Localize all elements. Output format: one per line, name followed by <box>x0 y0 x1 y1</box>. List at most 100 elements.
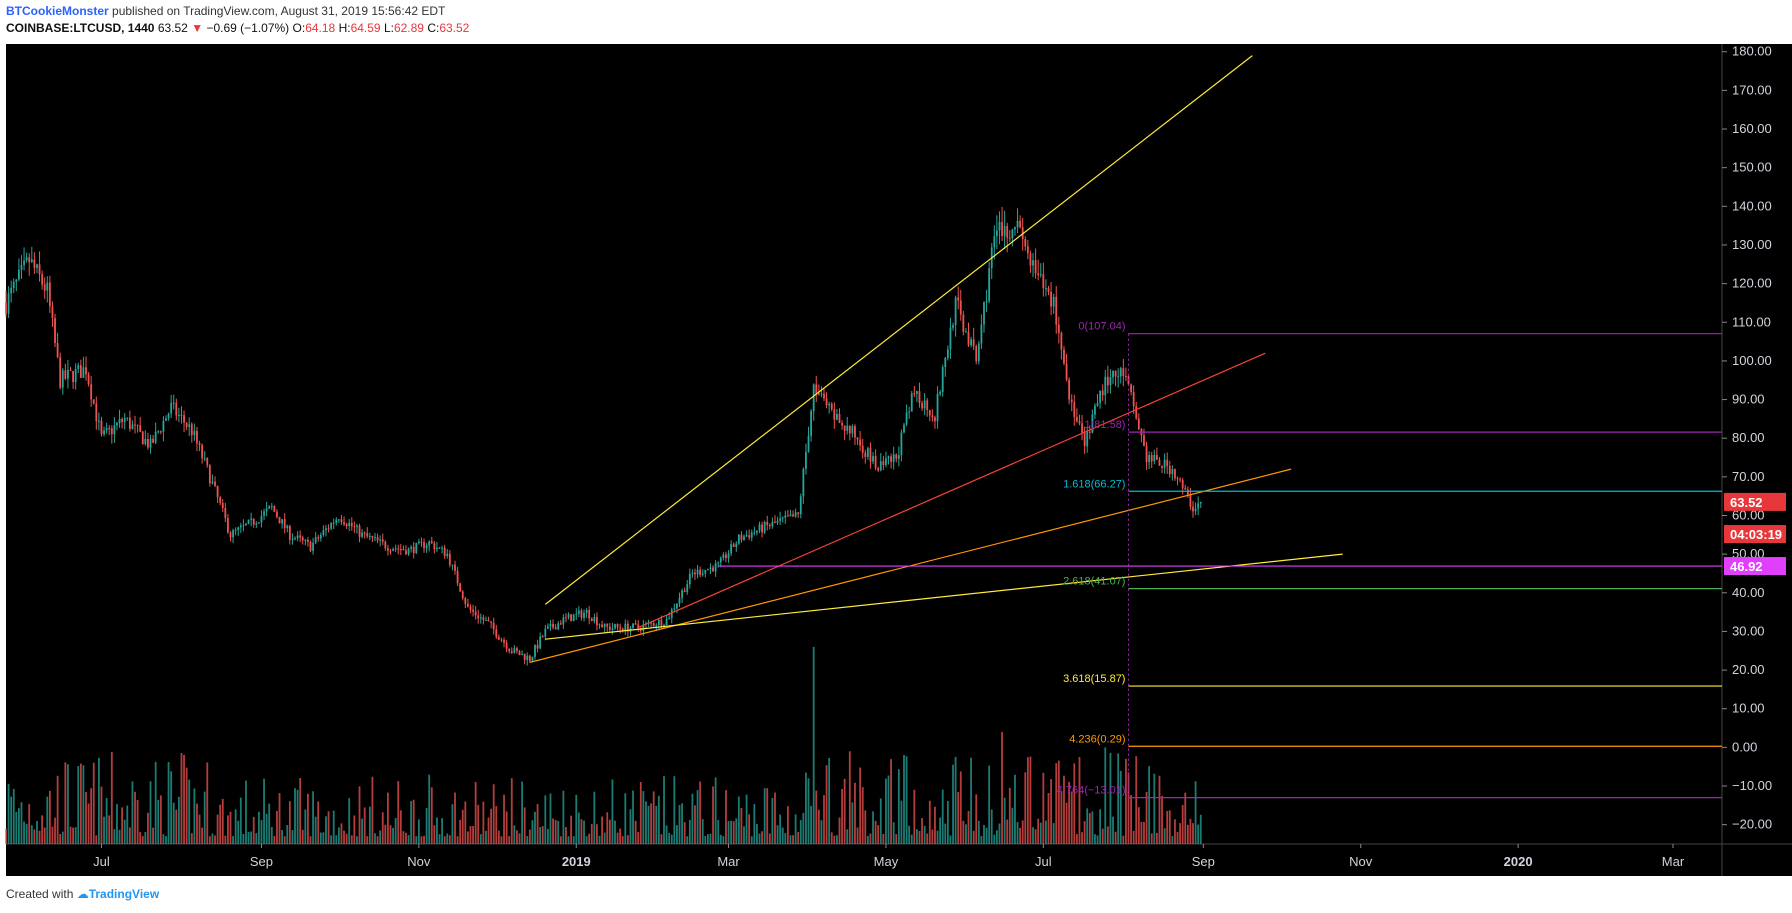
candle-body <box>962 314 965 332</box>
volume-bar <box>90 788 93 844</box>
volume-bar <box>557 820 560 844</box>
volume-bar <box>681 803 683 844</box>
volume-bar <box>910 834 913 844</box>
volume-bar <box>466 831 469 844</box>
volume-bar <box>1119 770 1122 844</box>
candle-body <box>882 461 885 466</box>
volume-bar <box>190 833 193 844</box>
candle-body <box>1086 431 1089 447</box>
candle-body <box>417 541 420 544</box>
volume-bar <box>110 752 113 844</box>
volume-bar <box>87 803 90 844</box>
volume-bar <box>141 836 144 844</box>
volume-bar <box>588 833 591 844</box>
candle-body <box>1150 455 1153 462</box>
x-tick-label: Nov <box>407 854 431 869</box>
volume-bar <box>941 789 944 844</box>
volume-bar <box>335 835 338 844</box>
candle-body <box>838 413 841 424</box>
volume-bar <box>748 814 751 844</box>
author-name[interactable]: BTCookieMonster <box>6 4 109 18</box>
candle-body <box>608 626 611 630</box>
x-tick-label: May <box>874 854 899 869</box>
volume-bar <box>245 780 247 844</box>
candle-body <box>552 623 554 628</box>
candle-body <box>768 524 771 527</box>
candle-body <box>121 418 124 422</box>
volume-bar <box>1091 811 1094 844</box>
volume-bar <box>5 828 7 844</box>
volume-bar <box>549 793 552 844</box>
volume-bar <box>1109 752 1112 844</box>
volume-bar <box>322 832 325 844</box>
candle-body <box>461 591 464 599</box>
volume-bar <box>841 788 843 844</box>
volume-bar <box>1029 756 1032 844</box>
candle-body <box>56 342 59 358</box>
volume-bar <box>250 831 253 844</box>
candle-body <box>374 537 376 539</box>
y-tick-label: 60.00 <box>1732 507 1765 522</box>
volume-bar <box>740 807 743 844</box>
volume-bar <box>95 835 98 844</box>
candle-body <box>554 627 557 630</box>
created-with-text: Created with <box>6 887 74 901</box>
candle-body <box>1094 405 1096 415</box>
candle-body <box>539 636 542 649</box>
candle-body <box>1024 238 1027 247</box>
candle-body <box>1065 363 1068 380</box>
candle-body <box>879 461 882 471</box>
volume-bar <box>959 771 962 844</box>
volume-bar <box>1137 807 1140 844</box>
fib-level-label: 4.236(0.29) <box>1069 733 1125 745</box>
volume-bar <box>381 812 384 844</box>
price-label-text: 46.92 <box>1730 559 1763 574</box>
volume-bar <box>472 825 474 844</box>
candle-body <box>198 443 201 446</box>
volume-bar <box>361 818 364 844</box>
volume-bar <box>304 809 307 844</box>
volume-bar <box>43 827 46 844</box>
volume-bar <box>534 811 536 844</box>
candle-body <box>74 368 77 383</box>
candle-body <box>670 609 673 618</box>
candle-body <box>281 519 284 524</box>
candle-body <box>312 542 314 551</box>
volume-bar <box>843 778 846 844</box>
x-tick-label: Mar <box>717 854 740 869</box>
candle-body <box>781 517 784 519</box>
candle-body <box>735 543 738 547</box>
candle-body <box>67 369 69 379</box>
volume-bar <box>479 834 482 844</box>
volume-bar <box>885 778 887 844</box>
candle-body <box>139 425 142 432</box>
candle-body <box>959 300 962 315</box>
volume-bar <box>1161 795 1163 844</box>
volume-bar <box>487 817 490 844</box>
candle-body <box>443 547 446 556</box>
volume-bar <box>105 797 108 844</box>
candle-body <box>286 525 289 529</box>
candle-body <box>1047 288 1050 292</box>
candle-body <box>900 432 903 456</box>
y-tick-label: 80.00 <box>1732 430 1765 445</box>
candle-body <box>17 269 20 280</box>
candle-body <box>110 428 113 435</box>
candle-body <box>82 367 85 378</box>
volume-bar <box>276 810 278 844</box>
volume-bar <box>273 835 276 844</box>
volume-bar <box>583 820 585 844</box>
volume-bar <box>725 790 727 844</box>
tradingview-link[interactable]: TradingView <box>88 887 160 901</box>
candle-body <box>1045 288 1047 290</box>
volume-bar <box>730 820 733 844</box>
volume-bar <box>175 809 178 844</box>
volume-bar <box>1127 772 1130 844</box>
volume-bar <box>639 782 642 844</box>
candle-body <box>1008 237 1011 239</box>
volume-bar <box>281 830 284 844</box>
volume-bar <box>877 825 880 844</box>
candle-body <box>402 549 405 551</box>
candle-body <box>784 515 787 518</box>
